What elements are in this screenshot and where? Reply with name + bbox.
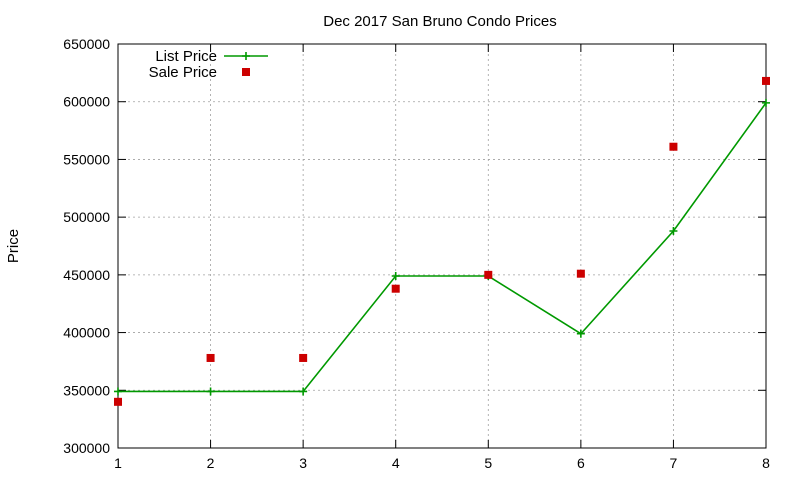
y-tick-label: 450000 (63, 267, 110, 283)
y-tick-label: 400000 (63, 325, 110, 341)
y-tick-label: 550000 (63, 151, 110, 167)
sale-price-point (114, 397, 122, 406)
sale-price-point (762, 76, 770, 85)
list-price-marker (299, 387, 308, 396)
x-tick-label: 3 (299, 455, 307, 471)
sale-price-point (391, 284, 400, 293)
list-price-marker (391, 272, 400, 281)
x-tick-label: 2 (207, 455, 215, 471)
sale-price-point (669, 142, 678, 151)
y-tick-label: 650000 (63, 36, 110, 52)
legend-swatch-square (242, 68, 250, 76)
x-tick-label: 8 (762, 455, 770, 471)
legend-label: Sale Price (149, 64, 217, 81)
list-price-line (118, 102, 767, 393)
legend-label: List Price (155, 48, 217, 65)
series-group (114, 76, 770, 406)
y-axis-label: Price (5, 229, 22, 263)
sale-price-point (206, 353, 215, 362)
sale-price-point (299, 353, 308, 362)
x-tick-label: 5 (484, 455, 492, 471)
grid-lines (118, 44, 766, 448)
sale-price-point (484, 270, 493, 279)
list-price-marker (669, 226, 678, 235)
y-tick-label: 350000 (63, 382, 110, 398)
x-tick-label: 7 (670, 455, 678, 471)
x-tick-label: 1 (114, 455, 122, 471)
y-tick-label: 600000 (63, 94, 110, 110)
list-price-marker (576, 329, 585, 338)
list-price-marker (206, 387, 215, 396)
x-tick-label: 6 (577, 455, 585, 471)
x-tick-label: 4 (392, 455, 400, 471)
y-tick-label: 500000 (63, 209, 110, 225)
legend-swatch-marker (242, 52, 250, 60)
sale-price-point (576, 269, 585, 278)
axis-ticks: 300000 350000 400000 450000 500000 550000 6000… (63, 36, 770, 471)
y-tick-label: 300000 (63, 440, 110, 456)
plot-border (117, 43, 767, 449)
list-price-marker (114, 387, 122, 396)
chart-title: Dec 2017 San Bruno Condo Prices (323, 13, 556, 30)
list-price-marker (762, 98, 770, 107)
